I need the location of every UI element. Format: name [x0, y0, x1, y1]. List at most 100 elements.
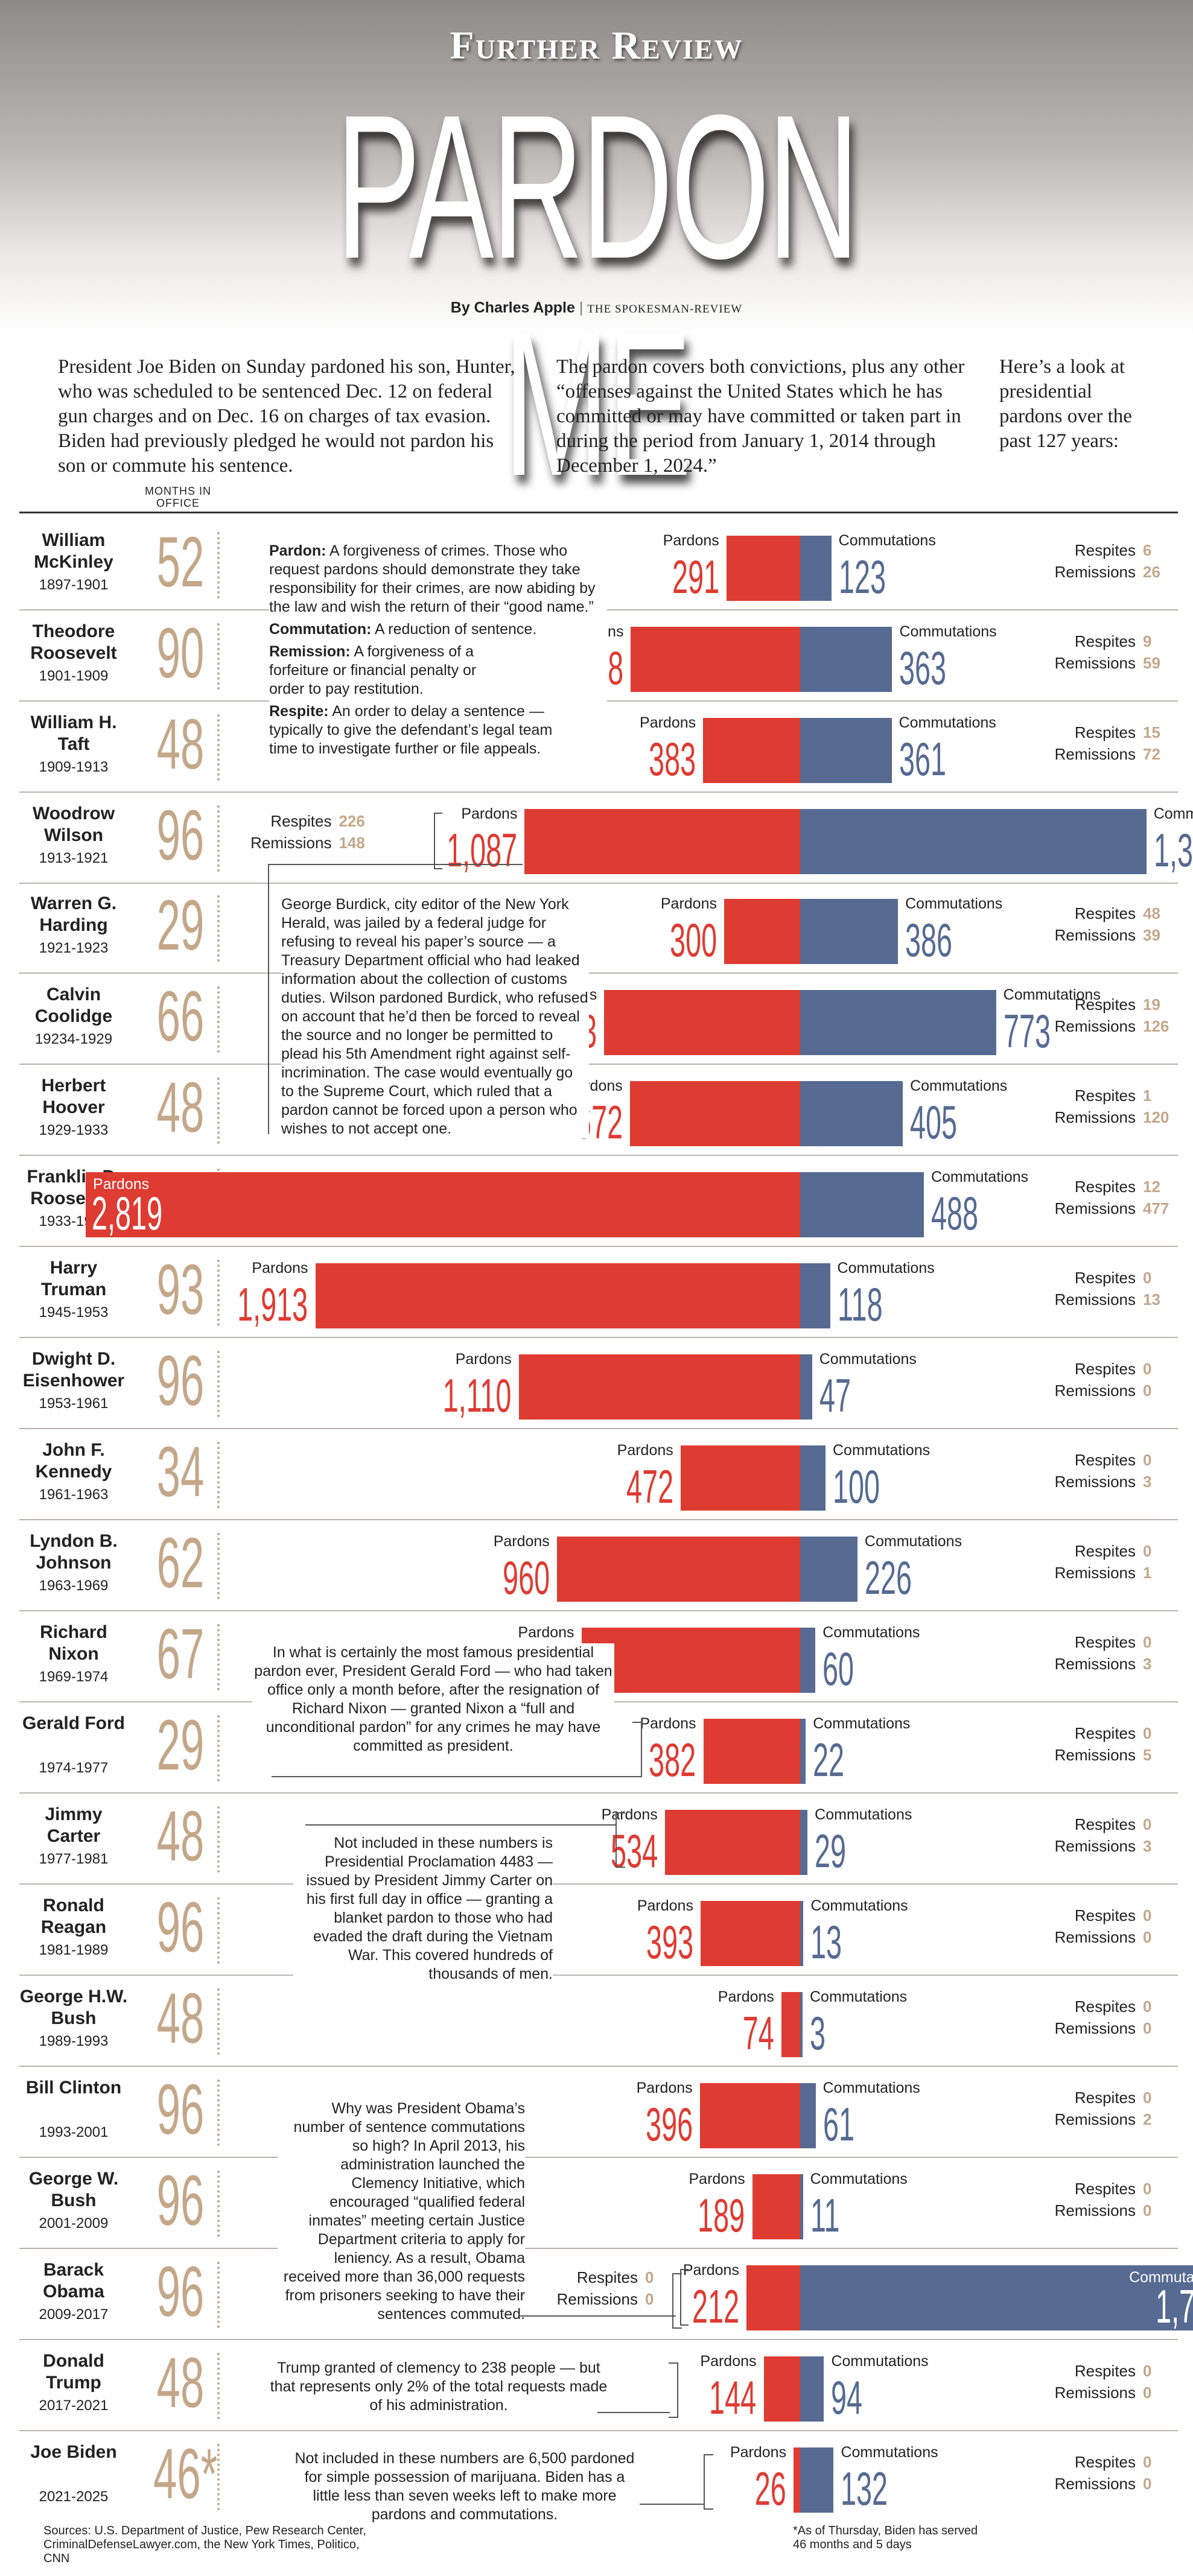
- respites-label: Respites: [1074, 1815, 1136, 1833]
- pardons-bar: [86, 1172, 800, 1237]
- president-row: Herbert Hoover 1929-1933 48 Pardons 672 Commu…: [19, 1064, 1178, 1156]
- president-years: 1961-1963: [39, 1486, 109, 1503]
- dotted-divider: [217, 532, 220, 598]
- president-years: 1921-1923: [39, 940, 109, 956]
- president-years: 2017-2021: [39, 2397, 109, 2414]
- remissions-label: Remissions: [1054, 2475, 1136, 2493]
- president-years: 2001-2009: [39, 2215, 109, 2232]
- commutations-value: 773: [1003, 1004, 1051, 1058]
- commutations-bar: [800, 809, 1147, 874]
- respites-label: Respites: [1074, 1087, 1136, 1105]
- remissions-value: 148: [339, 834, 365, 852]
- remissions-value: 3: [1143, 1837, 1152, 1855]
- months-column-header: MONTHS IN OFFICE: [145, 485, 211, 509]
- remissions-label: Remissions: [1054, 1473, 1136, 1491]
- president-name: Warren G. Harding: [30, 893, 117, 935]
- months-in-office: 96: [156, 1341, 205, 1421]
- president-name: Bill Clinton: [25, 2078, 122, 2098]
- commutations-value: 29: [815, 1824, 847, 1877]
- months-in-office: 48: [156, 2343, 205, 2423]
- remissions-value: 5: [1143, 1746, 1152, 1764]
- commutations-label: Commutations: [833, 1442, 931, 1459]
- remissions-value: 0: [1143, 2201, 1152, 2219]
- remissions-value: 0: [1143, 1382, 1152, 1400]
- pardons-value: 291: [672, 550, 719, 603]
- commutations-bar: [800, 1719, 806, 1784]
- respites-label: Respites: [1074, 904, 1136, 922]
- president-years: 1913-1921: [39, 850, 109, 866]
- ford-note-connector: [272, 1776, 634, 1777]
- respites-value: 0: [1143, 1997, 1152, 2016]
- president-years: 1909-1913: [39, 759, 109, 775]
- president-name: Harry Truman: [40, 1258, 107, 1299]
- pardons-value: 26: [755, 2462, 787, 2515]
- respites-remissions: Respites 0 Remissions 1: [1055, 1540, 1166, 1584]
- respites-value: 6: [1143, 541, 1152, 559]
- pardons-bar: [556, 1537, 800, 1602]
- commutations-label: Commutations: [910, 1077, 1008, 1094]
- remissions-value: 120: [1143, 1108, 1169, 1126]
- commutations-label: Commutations: [838, 532, 936, 549]
- commutations-value: 100: [833, 1460, 880, 1513]
- commutations-bar: [800, 2083, 816, 2148]
- commutations-bar: [800, 2265, 1193, 2330]
- remissions-label: Remissions: [1054, 654, 1136, 672]
- remissions-value: 39: [1143, 926, 1160, 944]
- months-in-office: 66: [156, 977, 205, 1056]
- president-years: 1953-1961: [39, 1395, 109, 1412]
- pardons-label: Pardons: [518, 1624, 574, 1641]
- respites-label: Respites: [1074, 1906, 1136, 1924]
- pardons-bar: [631, 627, 800, 692]
- remissions-label: Remissions: [1054, 1655, 1136, 1673]
- remissions-label: Remissions: [1054, 2019, 1136, 2037]
- remissions-value: 59: [1143, 654, 1160, 672]
- remissions-label: Remissions: [1054, 745, 1136, 763]
- respites-label: Respites: [1074, 1997, 1136, 2016]
- commutations-label: Commutations: [810, 2171, 908, 2187]
- commutations-value: 405: [910, 1096, 958, 1149]
- respites-label: Respites: [1074, 1269, 1136, 1287]
- intro-column-3: Here’s a look at presidential pardons ov…: [999, 356, 1132, 452]
- respites-remissions: Respites 19 Remissions 126: [1055, 994, 1169, 1037]
- president-years: 1929-1933: [39, 1122, 109, 1138]
- commutations-value: 386: [905, 913, 953, 966]
- respites-value: 9: [1143, 632, 1152, 650]
- respites-remissions: Respites 0 Remissions 0: [1055, 2178, 1166, 2221]
- respites-label: Respites: [576, 2268, 638, 2286]
- commutations-bar: [800, 1263, 830, 1328]
- wilson-note-connector: [268, 864, 523, 1134]
- pardons-label: Pardons: [682, 2262, 739, 2279]
- commutations-value: 118: [837, 1278, 883, 1331]
- trump-note-bracket: [669, 2362, 678, 2418]
- president-row: George H.W. Bush 1989-1993 48 Pardons 74 Comm…: [19, 1975, 1178, 2067]
- commutations-value: 132: [841, 2462, 888, 2515]
- pardons-value: 300: [669, 913, 717, 966]
- pardons-value: 212: [692, 2280, 739, 2333]
- president-name: William H. Taft: [30, 712, 117, 754]
- remissions-label: Remissions: [1054, 2201, 1136, 2219]
- commutations-value: 11: [810, 2189, 840, 2242]
- pardons-bar: [724, 899, 800, 964]
- remissions-label: Remissions: [1054, 1199, 1136, 1217]
- pardons-label: Pardons: [461, 805, 518, 822]
- pardons-label: Pardons: [637, 1897, 693, 1914]
- commutations-label: Commutations: [813, 1715, 911, 1732]
- pardons-label: Pardons: [717, 1988, 774, 2005]
- remissions-label: Remissions: [1054, 2110, 1136, 2128]
- respites-remissions: Respites 9 Remissions 59: [1055, 630, 1166, 674]
- president-years: 1989-1993: [39, 2033, 109, 2049]
- president-years: 1901-1909: [39, 668, 109, 684]
- dotted-divider: [217, 1897, 220, 1964]
- remissions-label: Remissions: [1054, 926, 1136, 944]
- months-in-office: 48: [156, 1797, 205, 1876]
- pardons-label: Pardons: [617, 1442, 673, 1459]
- dotted-divider: [217, 1715, 220, 1781]
- commutations-label: Commutations: [819, 1351, 917, 1368]
- commutations-value: 363: [899, 641, 947, 694]
- pardons-bar: [664, 1810, 800, 1875]
- remissions-value: 0: [644, 2290, 654, 2308]
- commutations-value: 47: [819, 1369, 851, 1422]
- respites-value: 0: [1143, 1906, 1152, 1924]
- commutations-bar: [800, 718, 892, 783]
- respites-value: 226: [339, 812, 365, 830]
